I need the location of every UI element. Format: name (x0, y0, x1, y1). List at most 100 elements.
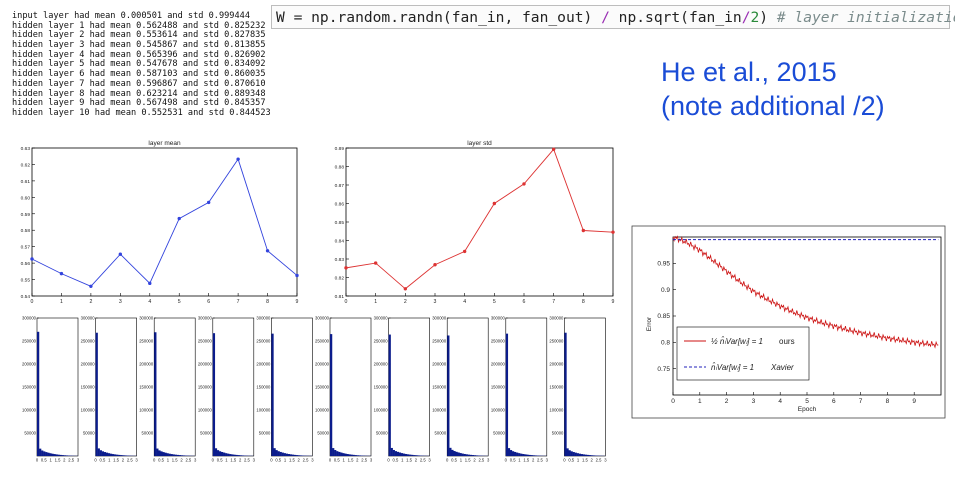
log-line: hidden layer 7 had mean 0.596867 and std… (12, 78, 266, 89)
histogram-bar (350, 454, 353, 456)
y-tick-label: 300000 (491, 316, 506, 321)
histogram-bar (164, 452, 167, 456)
data-point (177, 216, 181, 221)
y-tick-label: 250000 (198, 339, 213, 344)
histogram-bar (509, 450, 513, 456)
histogram-bar (405, 454, 408, 456)
plot-frame (212, 317, 255, 457)
x-tick-label: 5 (805, 398, 809, 405)
data-point (118, 252, 123, 256)
y-tick-label: 250000 (315, 339, 330, 344)
y-tick-label: 300000 (81, 316, 96, 321)
x-tick-label: 2 (89, 299, 92, 305)
x-tick-label: 6 (523, 299, 526, 305)
histogram-bar (453, 451, 456, 456)
y-tick-label: 150000 (256, 385, 271, 390)
histogram-bar (352, 454, 355, 456)
y-tick-label: 300000 (198, 316, 213, 321)
data-point (492, 201, 497, 206)
y-tick-label: 50000 (317, 431, 329, 436)
histogram-bar (572, 452, 575, 456)
histogram-bar (409, 454, 412, 456)
histogram-bar (465, 454, 468, 456)
histogram-bar (233, 454, 236, 456)
y-tick-label: 200000 (432, 362, 447, 367)
histogram-bar (394, 451, 397, 456)
y-tick-label: 250000 (374, 339, 389, 344)
histogram-bar (41, 450, 44, 456)
histogram-bar (348, 454, 351, 456)
histogram-bar (396, 451, 400, 456)
x-tick-label: 1.5 (172, 458, 178, 463)
x-tick-label: 7 (237, 299, 240, 305)
y-tick-label: 100000 (315, 408, 330, 413)
histogram-bar (338, 451, 341, 456)
y-tick-label: 100000 (549, 408, 564, 413)
histogram-bar (344, 453, 347, 456)
x-tick-label: 0.5 (158, 458, 164, 463)
histogram-bar (237, 455, 240, 456)
y-tick-label: 300000 (432, 316, 447, 321)
x-tick-label: 1.5 (523, 458, 529, 463)
histogram-bar (45, 452, 48, 456)
code-snippet-box: W = np.random.randn(fan_in, fan_out) / n… (271, 5, 955, 29)
histogram-bar (463, 453, 466, 456)
x-tick-label: 4 (778, 398, 782, 405)
histogram-bar (178, 455, 182, 456)
histogram-bar (471, 455, 475, 456)
histogram-bar (402, 453, 406, 456)
y-tick-label: 0.89 (335, 146, 345, 152)
log-line: input layer had mean 0.000501 and std 0.… (12, 11, 250, 21)
y-tick-label: 0.59 (21, 212, 31, 218)
code-divide-operator: / (601, 9, 610, 26)
y-axis-label: Error (646, 316, 653, 331)
histogram-bar (101, 451, 104, 456)
histogram-bar (231, 454, 234, 456)
plot-frame (95, 317, 137, 457)
histogram-bar (390, 447, 393, 456)
histogram-bar (239, 455, 242, 456)
x-tick-label: 1 (518, 458, 521, 463)
histogram-bar (522, 454, 525, 456)
x-tick-label: 2 (404, 299, 407, 305)
histogram-bar (400, 453, 404, 456)
histogram-bar (57, 454, 60, 456)
y-tick-label: 0.60 (21, 195, 31, 201)
histogram-bar (346, 454, 349, 456)
x-tick-label: 0.5 (100, 458, 106, 463)
histogram-bar (411, 454, 414, 456)
y-tick-label: 50000 (376, 431, 388, 436)
chart-title: layer std (467, 140, 492, 147)
histogram-bar (103, 452, 107, 456)
x-tick-label: 0 (36, 458, 39, 463)
histogram-bar (593, 455, 596, 456)
y-tick-label: 150000 (81, 385, 96, 390)
x-tick-label: 1.5 (582, 458, 588, 463)
y-tick-label: 100000 (22, 408, 37, 413)
histogram-bar (528, 454, 531, 456)
x-tick-label: 2 (356, 458, 359, 463)
x-tick-label: 1 (167, 458, 170, 463)
x-tick-label: 9 (912, 398, 916, 405)
histogram-bar (457, 452, 460, 456)
y-tick-label: 100000 (491, 408, 506, 413)
histogram-bar (451, 449, 454, 456)
histogram-bar (417, 455, 420, 456)
histogram-bar (459, 453, 462, 456)
histogram-bar (586, 454, 590, 456)
legend-label-xavier: Xavier (770, 363, 794, 372)
histogram-bar (225, 453, 228, 456)
histogram-bar (475, 455, 479, 456)
x-tick-label: 5 (493, 299, 496, 305)
x-tick-label: 0.5 (217, 458, 223, 463)
histogram-bar (589, 455, 592, 456)
data-point (206, 200, 211, 205)
y-tick-label: 0.86 (335, 202, 345, 208)
histogram-bar (47, 452, 50, 456)
y-tick-label: 250000 (139, 339, 154, 344)
histogram-bar (59, 454, 62, 456)
y-tick-label: 200000 (549, 362, 564, 367)
histogram-bar (216, 450, 220, 456)
x-tick-label: 2 (122, 458, 125, 463)
